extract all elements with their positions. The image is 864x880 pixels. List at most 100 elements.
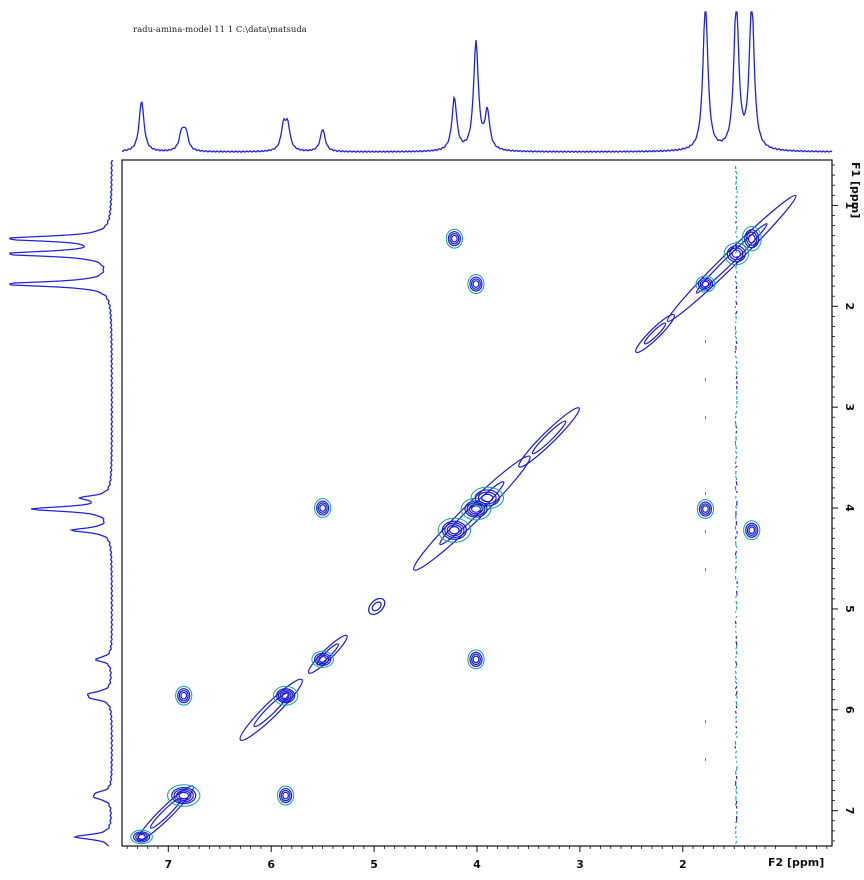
noise-mark [735, 515, 737, 520]
cross-peak [178, 689, 189, 702]
noise-mark [734, 630, 737, 634]
cross-peak [180, 691, 188, 700]
cross-peak [470, 278, 481, 290]
noise-mark [735, 725, 738, 729]
noise-mark [734, 680, 738, 685]
noise-mark [735, 590, 738, 596]
noise-mark [734, 550, 737, 556]
noise-mark [735, 720, 738, 723]
cross-peak [748, 526, 756, 535]
diagonal-peak [744, 229, 760, 249]
noise-mark [735, 210, 738, 215]
cross-peak [279, 787, 293, 804]
noise-mark [735, 715, 737, 719]
noise-mark [734, 730, 738, 735]
noise-mark [735, 650, 738, 655]
noise-mark [734, 710, 737, 714]
cross-peak [470, 653, 481, 666]
diagonal-peak [446, 524, 463, 537]
diagonal-peak-negative [723, 242, 749, 266]
noise-mark [735, 820, 738, 824]
cross-peak [280, 789, 291, 802]
noise-mark [735, 660, 738, 666]
noise-mark [735, 375, 738, 380]
diagonal-peak-negative [741, 226, 762, 252]
noise-mark [735, 750, 738, 754]
diagonal-contour [307, 634, 348, 674]
noise-mark [734, 620, 737, 625]
noise-mark [734, 665, 738, 669]
cross-peak [450, 234, 458, 243]
noise-mark [735, 545, 738, 549]
diagonal-contour [531, 420, 567, 455]
noise-mark [734, 280, 738, 285]
f2-axis-ticks: 7 6 5 4 3 2 [126, 846, 828, 871]
diagonal-peak [277, 689, 294, 702]
noise-mark [735, 365, 738, 370]
noise-mark [734, 685, 738, 690]
cross-peak [177, 688, 191, 704]
cross-peak [472, 655, 480, 664]
diagonal-peak [697, 277, 714, 291]
diagonal-contour [643, 322, 667, 345]
y-tick-label: 6 [843, 706, 856, 714]
diagonal-peak [137, 833, 146, 840]
spectrum-header-text: radu-amina-model 11 1 C:\data\matsuda [133, 25, 307, 35]
diagonal-peak-negative [460, 497, 492, 521]
noise-mark [735, 640, 738, 646]
noise-mark [734, 335, 738, 340]
cross-peak-negative [696, 499, 715, 520]
noise-mark [734, 415, 737, 419]
noise-mark [734, 420, 737, 426]
noise-mark [735, 455, 738, 460]
diagonal-contour [368, 597, 386, 615]
diagonal-contour [371, 601, 382, 612]
y-tick-label: 2 [843, 302, 856, 310]
diagonal-peak [178, 791, 190, 800]
noise-mark [735, 290, 738, 294]
diagonal-peak [701, 280, 710, 288]
diagonal-peak [318, 655, 327, 663]
noise-mark [735, 405, 738, 408]
cross-peak [449, 232, 460, 245]
x-tick-label: 6 [267, 858, 275, 871]
noise-mark [735, 310, 738, 315]
diagonal-peak-negative [130, 829, 153, 845]
diagonal-peak-negative [437, 517, 472, 543]
noise-mark [734, 565, 737, 570]
cross-peak [319, 504, 327, 512]
noise-mark [734, 535, 737, 540]
diagonal-peak [279, 690, 292, 701]
noise-mark [734, 215, 738, 220]
diagonal-peak [175, 790, 192, 801]
noise-mark [734, 230, 737, 234]
cross-peak [317, 502, 328, 514]
noise-mark [735, 480, 738, 486]
cross-peak-negative [175, 685, 193, 706]
diagonal-peak [316, 654, 330, 665]
noise-mark [735, 490, 738, 494]
cross-peak-negative [314, 498, 332, 518]
diagonal-peak [731, 249, 742, 259]
diagonal-peak [747, 233, 756, 244]
noise-mark [735, 505, 738, 509]
noise-mark [735, 560, 737, 564]
diagonal-peak [726, 245, 746, 263]
y-tick-label: 3 [843, 403, 856, 411]
cross-peak-negative [445, 228, 463, 249]
diagonal-peak [281, 692, 290, 700]
noise-mark [735, 390, 738, 395]
diagonal-contour [635, 313, 675, 354]
diagonal-peak-negative [311, 650, 334, 668]
noise-mark [735, 785, 738, 790]
diagonal-peak [477, 491, 497, 505]
noise-mark [734, 675, 737, 681]
noise-mark [734, 275, 737, 279]
noise-mark [735, 645, 738, 650]
x-tick-label: 3 [576, 858, 584, 871]
noise-mark [734, 450, 738, 454]
f1-axis-label: F1 [ppm] [849, 162, 862, 218]
noise-mark [735, 410, 738, 415]
